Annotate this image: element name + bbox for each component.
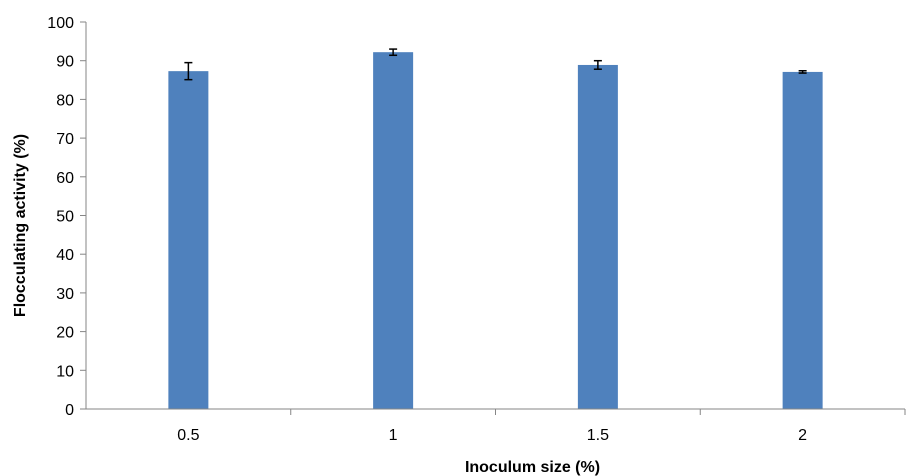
x-tick-label: 0.5 [177, 427, 199, 444]
x-axis-ticks: 0.5 1 1.5 2 [177, 409, 906, 444]
x-tick-label: 1 [389, 427, 398, 444]
y-tick-label: 60 [56, 170, 74, 187]
bar [782, 71, 823, 409]
y-tick-label: 0 [65, 402, 74, 419]
y-tick-label: 70 [56, 131, 74, 148]
y-axis-ticks: 0 10 20 30 40 50 60 70 80 90 100 [47, 15, 86, 419]
y-tick-label: 40 [56, 247, 74, 264]
x-tick-label: 1.5 [587, 427, 609, 444]
y-tick-label: 50 [56, 209, 74, 226]
bar [577, 64, 618, 409]
y-tick-label: 20 [56, 325, 74, 342]
error-bar [593, 59, 602, 70]
bar [373, 52, 414, 409]
x-axis-title: Inoculum size (%) [465, 459, 600, 476]
y-tick-label: 30 [56, 286, 74, 303]
y-axis-title: Flocculating activity (%) [12, 134, 29, 317]
y-tick-label: 100 [47, 15, 74, 32]
bar [168, 71, 209, 410]
x-tick-label: 2 [798, 427, 807, 444]
bars [168, 52, 823, 410]
error-bar [389, 48, 398, 57]
y-tick-label: 90 [56, 54, 74, 71]
error-bar [798, 70, 807, 74]
y-tick-label: 80 [56, 92, 74, 109]
y-tick-label: 10 [56, 363, 74, 380]
error-bar [184, 61, 193, 81]
error-bars [184, 48, 807, 81]
